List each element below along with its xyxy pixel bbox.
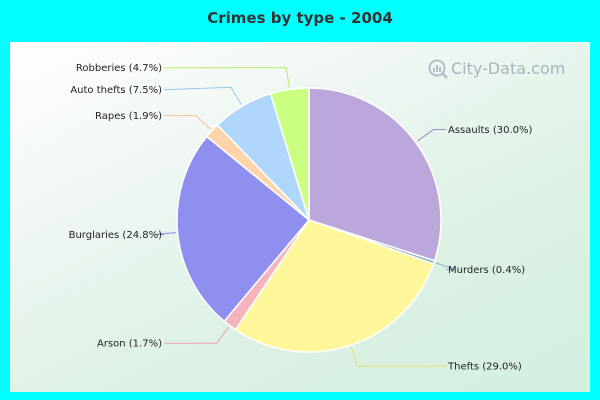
- pie-slice-robberies: [269, 87, 310, 221]
- pie-slice-assaults: [308, 87, 442, 262]
- leader-line-burglaries: [155, 232, 176, 235]
- leader-line-arson: [164, 326, 229, 344]
- slice-label-arson: Arson (1.7%): [97, 339, 162, 350]
- slice-label-murders: Murders (0.4%): [448, 265, 525, 276]
- slice-label-rapes: Rapes (1.9%): [95, 111, 162, 122]
- watermark-text: City-Data.com: [451, 59, 566, 78]
- slice-label-assaults: Assaults (30.0%): [448, 125, 532, 136]
- pie-slice-thefts: [234, 219, 435, 353]
- leader-line-assaults: [417, 129, 446, 142]
- leader-line-robberies: [164, 67, 290, 88]
- leader-line-murders: [435, 262, 456, 270]
- leader-lines: [155, 67, 456, 367]
- city-data-logo-icon: [428, 59, 448, 79]
- slice-label-thefts: Thefts (29.0%): [447, 362, 522, 373]
- slice-label-robberies: Robberies (4.7%): [76, 63, 162, 74]
- watermark: City-Data.com: [428, 58, 578, 82]
- slice-label-auto-thefts: Auto thefts (7.5%): [70, 85, 162, 96]
- leader-line-thefts: [350, 347, 446, 367]
- pie-slices: [176, 87, 442, 353]
- slice-labels: Assaults (30.0%) Murders (0.4%) Thefts (29…: [69, 63, 533, 373]
- chart-title: Crimes by type - 2004: [207, 9, 393, 27]
- pie-slice-burglaries: [176, 135, 311, 323]
- slice-label-burglaries: Burglaries (24.8%): [69, 230, 162, 241]
- leader-line-auto-thefts: [163, 86, 242, 105]
- leader-line-rapes: [164, 115, 211, 130]
